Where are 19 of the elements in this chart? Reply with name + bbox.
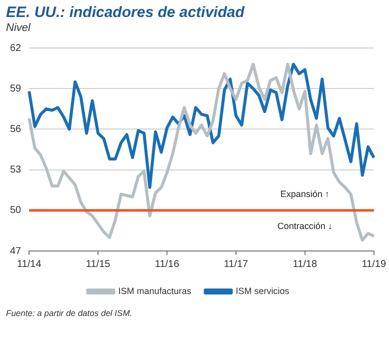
chart-title: EE. UU.: indicadores de actividad <box>5 3 246 21</box>
y-tick-label: 47 <box>10 246 22 257</box>
y-tick-label: 56 <box>10 124 22 135</box>
x-tick-label: 11/14 <box>16 258 42 270</box>
x-tick-label: 11/19 <box>362 258 386 270</box>
x-tick-label: 11/15 <box>86 258 111 270</box>
x-tick-label: 11/18 <box>292 258 318 270</box>
legend-label: ISM servicios <box>236 286 290 296</box>
chart-subtitle: Nivel <box>5 21 32 34</box>
y-tick-label: 62 <box>10 42 22 54</box>
y-tick-label: 50 <box>10 205 22 216</box>
legend-label: ISM manufacturas <box>118 286 192 296</box>
x-tick-label: 11/17 <box>224 258 249 270</box>
x-tick-label: 11/16 <box>154 258 180 270</box>
annotation: Expansión ↑ <box>280 188 330 199</box>
annotation: Contracción ↓ <box>277 220 332 231</box>
source-note: Fuente: a partir de datos del ISM. <box>5 307 134 320</box>
y-tick-label: 59 <box>10 83 22 94</box>
y-tick-label: 53 <box>10 164 22 176</box>
